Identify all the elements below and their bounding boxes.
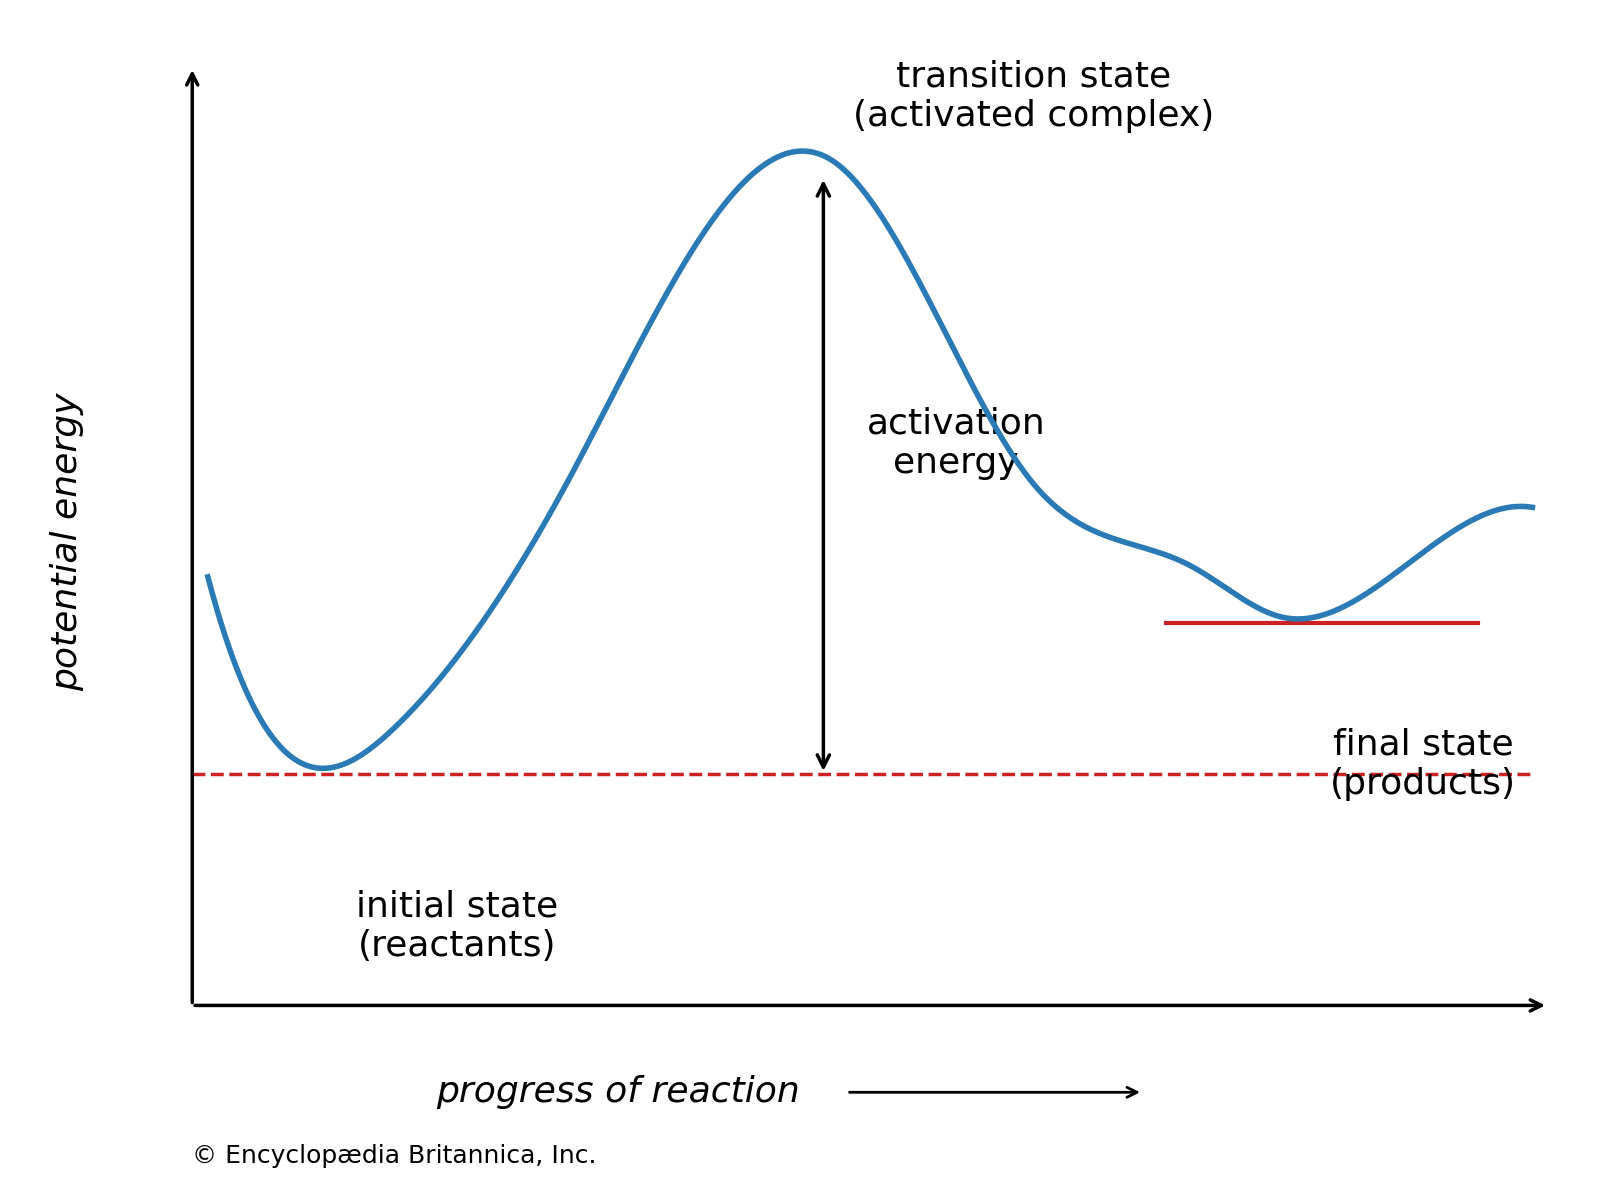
Text: progress of reaction: progress of reaction bbox=[437, 1075, 800, 1109]
Text: initial state
(reactants): initial state (reactants) bbox=[357, 889, 558, 962]
Text: final state
(products): final state (products) bbox=[1330, 727, 1517, 800]
Text: transition state
(activated complex): transition state (activated complex) bbox=[853, 60, 1214, 133]
Text: © Encyclopædia Britannica, Inc.: © Encyclopædia Britannica, Inc. bbox=[192, 1144, 597, 1168]
Text: activation
energy: activation energy bbox=[867, 407, 1045, 480]
Text: potential energy: potential energy bbox=[51, 392, 85, 691]
